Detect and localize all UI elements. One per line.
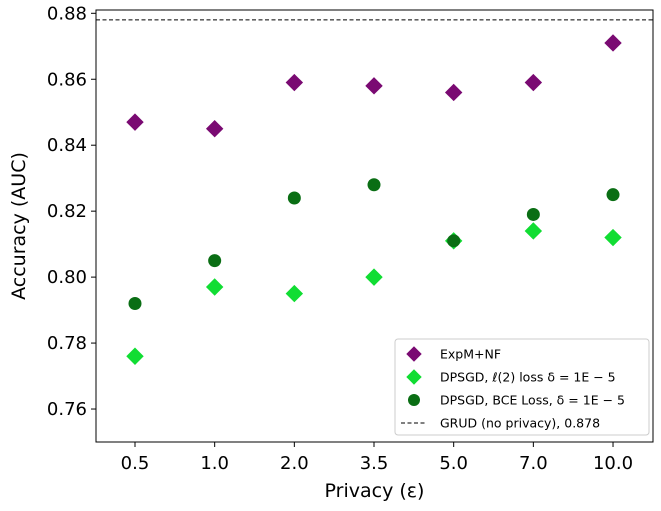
legend-entry-2-marker [408, 394, 420, 406]
legend-entry-2-label: DPSGD, BCE Loss, δ = 1E − 5 [440, 393, 625, 408]
data-point-expm-nf [444, 83, 463, 102]
x-tick-label: 7.0 [519, 453, 548, 474]
x-tick-label: 1.0 [200, 453, 229, 474]
y-tick-label: 0.76 [47, 399, 87, 420]
y-tick-label: 0.80 [47, 267, 87, 288]
data-point-dpsgd-bce [447, 234, 461, 248]
data-point-dpsgd-bce [128, 296, 142, 310]
y-tick-label: 0.82 [47, 201, 87, 222]
x-tick-label: 10.0 [593, 453, 633, 474]
y-tick-label: 0.88 [47, 3, 87, 24]
data-point-expm-nf [524, 73, 543, 92]
plot-frame [95, 9, 654, 443]
data-point-dpsgd-l2 [365, 268, 383, 286]
data-point-dpsgd-bce [526, 207, 540, 221]
data-point-expm-nf [285, 73, 304, 92]
legend-entry-3-label: GRUD (no privacy), 0.878 [440, 416, 600, 431]
data-point-expm-nf [205, 120, 224, 138]
y-tick-label: 0.84 [47, 135, 87, 156]
y-tick-label: 0.86 [47, 69, 87, 90]
data-point-dpsgd-l2 [205, 278, 224, 296]
data-point-dpsgd-l2 [524, 222, 543, 240]
data-point-dpsgd-bce [208, 254, 222, 268]
legend-entry-0-marker [406, 346, 422, 362]
data-point-dpsgd-l2 [126, 347, 144, 365]
legend-entry-1-label: DPSGD, ℓ(2) loss δ = 1E − 5 [440, 370, 616, 385]
legend-entry-1-marker [406, 369, 422, 385]
x-axis-label: Privacy (ε) [325, 480, 425, 502]
x-tick-label: 3.5 [360, 453, 389, 474]
data-point-expm-nf [365, 77, 383, 95]
y-axis-label: Accuracy (AUC) [8, 152, 30, 300]
legend-entry-0-label: ExpM+NF [440, 347, 501, 362]
legend-box [394, 338, 650, 436]
y-tick-label: 0.78 [47, 333, 87, 354]
data-point-expm-nf [126, 113, 144, 131]
data-point-dpsgd-l2 [604, 228, 622, 247]
data-point-dpsgd-bce [606, 188, 620, 202]
data-point-dpsgd-bce [367, 178, 381, 192]
legend: ExpM+NF DPSGD, ℓ(2) loss δ = 1E − 5 DPSGD,… [394, 338, 650, 436]
x-tick-label: 5.0 [439, 453, 468, 474]
data-point-expm-nf [604, 34, 622, 52]
data-point-dpsgd-l2 [285, 284, 304, 303]
x-tick-label: 2.0 [280, 453, 309, 474]
data-point-dpsgd-bce [287, 191, 301, 205]
x-tick-label: 0.5 [121, 453, 150, 474]
